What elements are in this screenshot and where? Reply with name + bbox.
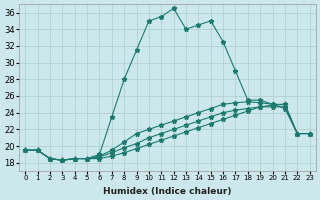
X-axis label: Humidex (Indice chaleur): Humidex (Indice chaleur) [103, 187, 232, 196]
